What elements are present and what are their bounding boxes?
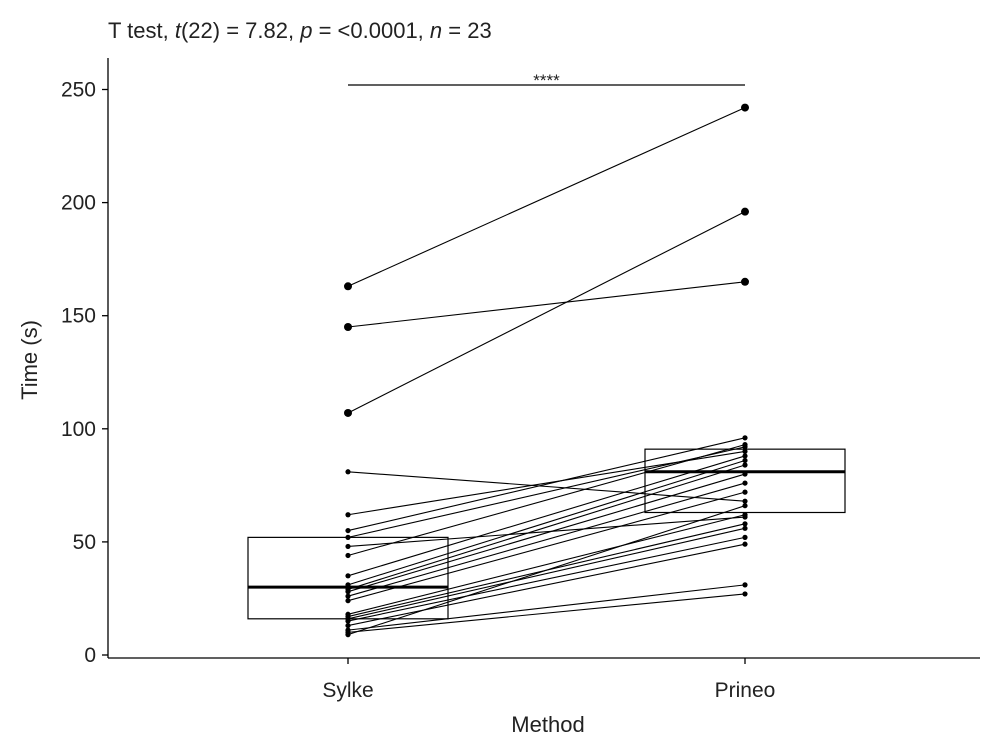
pair-line-15 <box>347 491 746 602</box>
pair-line-2 <box>347 281 746 328</box>
data-point-sylke-19 <box>345 618 351 624</box>
data-point-prineo-23 <box>742 503 748 509</box>
data-point-prineo-11 <box>742 457 748 464</box>
pair-line-20 <box>347 543 746 627</box>
data-point-sylke-13 <box>345 589 351 595</box>
paired-lines-layer <box>347 107 746 636</box>
data-point-prineo-22 <box>742 591 748 597</box>
data-point-sylke-14 <box>345 593 351 599</box>
x-tick-label-sylke: Sylke <box>322 679 373 702</box>
data-point-sylke-7 <box>345 534 351 540</box>
data-point-sylke-2 <box>344 323 352 332</box>
pair-line-14 <box>347 482 746 597</box>
data-point-prineo-13 <box>742 471 748 477</box>
data-point-prineo-16 <box>742 512 748 518</box>
pair-line-11 <box>347 459 746 586</box>
data-point-sylke-11 <box>345 582 351 588</box>
data-point-sylke-20 <box>345 622 351 629</box>
data-point-prineo-3 <box>741 207 749 216</box>
data-point-sylke-10 <box>345 573 351 579</box>
pair-line-21 <box>347 584 746 631</box>
pair-line-3 <box>347 211 746 414</box>
data-point-prineo-19 <box>742 534 748 540</box>
significance-layer: **** <box>348 71 745 90</box>
y-tick-label-0: 0 <box>84 644 96 667</box>
data-point-prineo-5 <box>742 448 748 455</box>
data-point-sylke-6 <box>345 527 351 534</box>
chart-title: T test, t(22) = 7.82, p = <0.0001, n = 2… <box>108 18 492 43</box>
data-point-prineo-1 <box>741 103 749 112</box>
y-tick-label-150: 150 <box>61 305 96 328</box>
data-point-sylke-4 <box>345 469 351 475</box>
y-axis-title: Time (s) <box>17 320 42 400</box>
y-tick-label-50: 50 <box>73 531 96 554</box>
pair-line-1 <box>347 107 746 287</box>
x-axis-title: Method <box>511 712 584 737</box>
data-point-prineo-21 <box>742 582 748 588</box>
data-point-prineo-17 <box>742 521 748 527</box>
data-point-sylke-9 <box>345 552 351 559</box>
data-point-prineo-14 <box>742 480 748 486</box>
boxplot-layer <box>247 448 846 620</box>
data-point-prineo-2 <box>741 277 749 286</box>
data-point-prineo-12 <box>742 462 748 468</box>
data-point-prineo-6 <box>742 435 748 441</box>
y-tick-label-250: 250 <box>61 79 96 102</box>
data-point-prineo-20 <box>742 541 748 547</box>
significance-label: **** <box>533 71 560 90</box>
data-point-prineo-18 <box>742 525 748 531</box>
pair-line-12 <box>347 464 746 590</box>
data-point-sylke-15 <box>345 598 351 604</box>
pair-line-6 <box>347 437 746 532</box>
pair-line-22 <box>347 593 746 633</box>
pair-line-13 <box>347 473 746 593</box>
data-point-sylke-23 <box>345 632 351 638</box>
y-tick-label-100: 100 <box>61 418 96 441</box>
data-points-layer <box>344 103 749 638</box>
axes-layer: 0 50 100 150 200 250 Sylke Prineo <box>61 58 980 702</box>
pair-line-16 <box>347 514 746 615</box>
data-point-sylke-1 <box>344 282 352 291</box>
y-tick-label-200: 200 <box>61 192 96 215</box>
data-point-sylke-8 <box>345 543 351 550</box>
data-point-prineo-9 <box>742 442 748 448</box>
pair-line-19 <box>347 536 746 622</box>
pair-line-9 <box>347 444 746 557</box>
data-point-prineo-10 <box>742 453 748 459</box>
pair-line-7 <box>347 446 746 538</box>
pair-line-18 <box>347 527 746 620</box>
pair-line-8 <box>347 516 746 547</box>
pair-line-4 <box>347 471 746 502</box>
data-point-sylke-5 <box>345 512 351 518</box>
x-tick-label-prineo: Prineo <box>715 679 776 702</box>
pair-line-23 <box>347 505 746 636</box>
data-point-sylke-3 <box>344 408 352 417</box>
data-point-prineo-4 <box>742 498 748 504</box>
data-point-prineo-15 <box>742 489 748 495</box>
pair-line-10 <box>347 455 746 577</box>
